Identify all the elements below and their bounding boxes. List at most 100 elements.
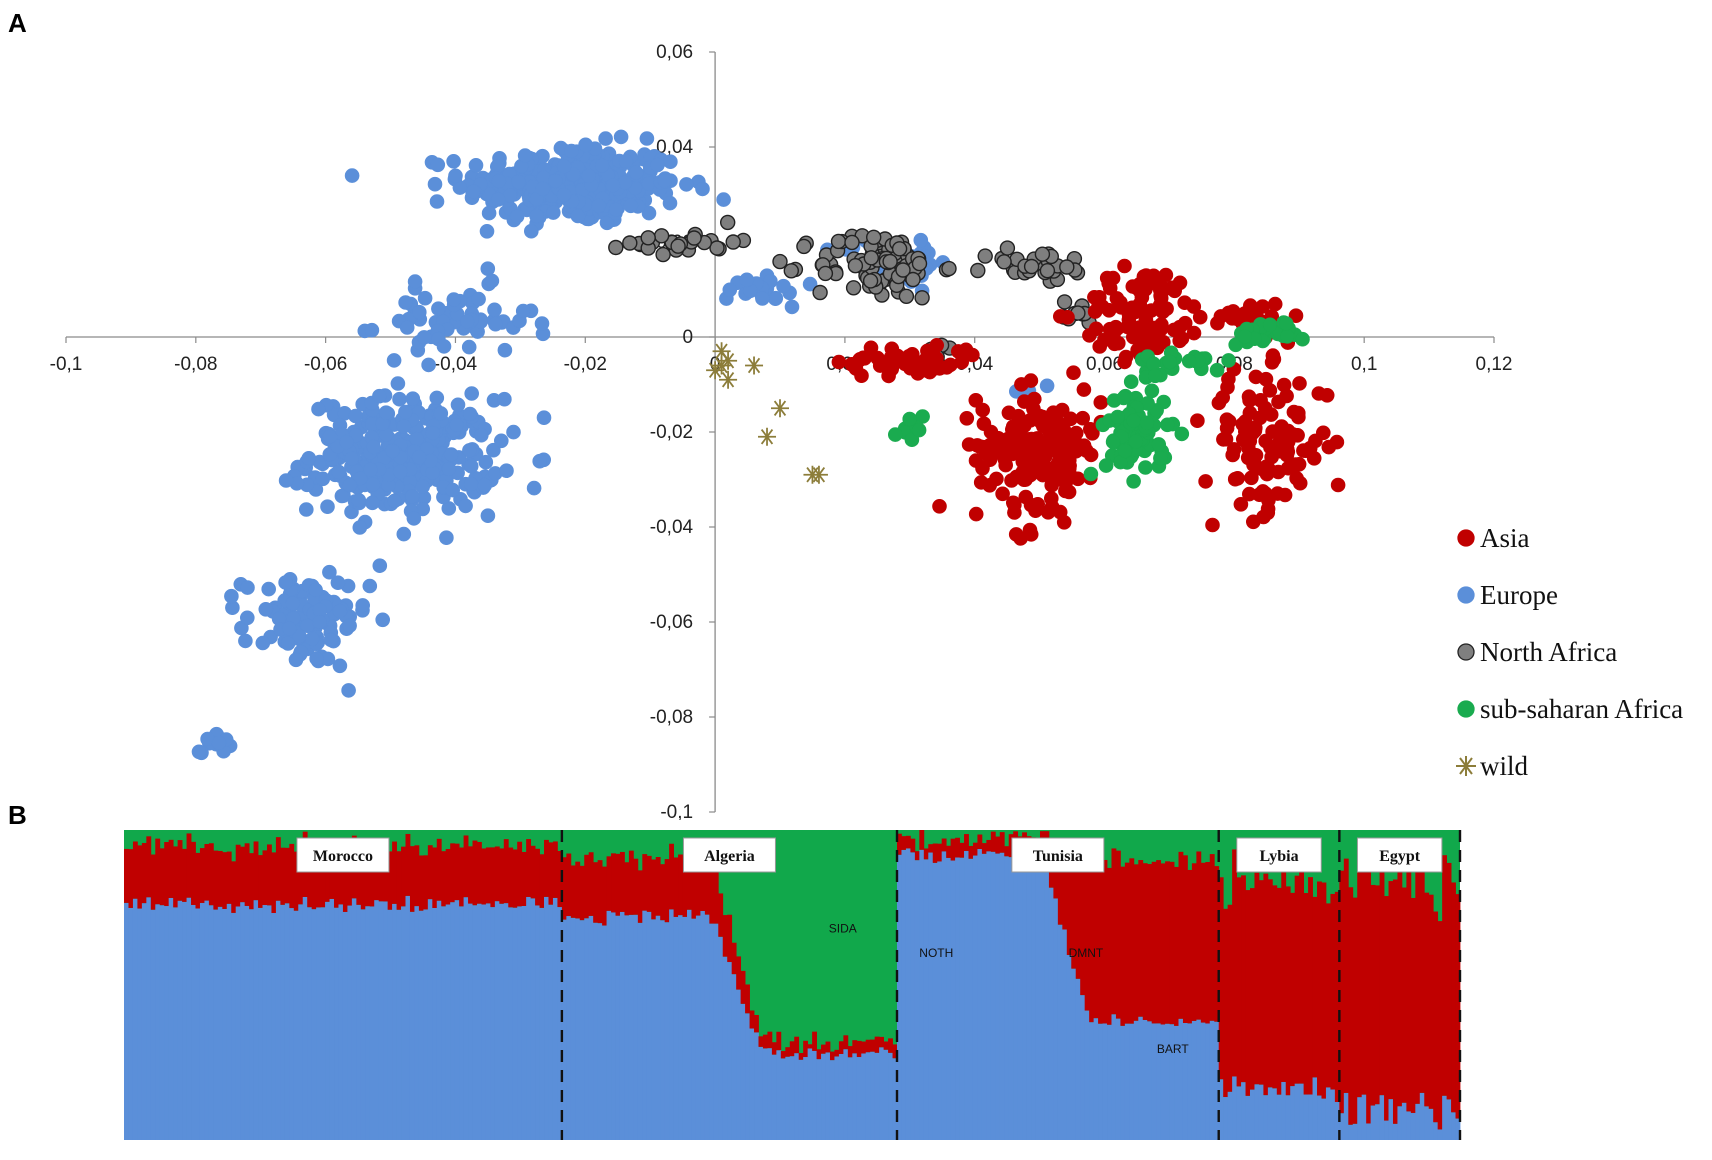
data-point: [436, 339, 452, 354]
data-point: [515, 303, 531, 319]
data-point: [608, 202, 624, 217]
data-point: [641, 205, 657, 221]
structure-bar-red: [1129, 858, 1135, 1024]
structure-bar-blue: [1424, 1106, 1430, 1140]
structure-bar-red: [838, 1041, 844, 1054]
data-point: [344, 168, 360, 183]
data-point: [598, 131, 613, 146]
data-point: [686, 230, 702, 246]
structure-bar-red: [173, 846, 179, 908]
data-point: [493, 433, 509, 449]
structure-bar-red: [1303, 893, 1309, 1095]
structure-bar-red: [1111, 848, 1117, 1015]
structure-bar-red: [490, 847, 496, 908]
structure-bar-blue: [182, 901, 187, 1140]
data-point: [390, 376, 406, 391]
data-point: [240, 610, 255, 626]
structure-bar-red: [182, 848, 187, 902]
country-label: Egypt: [1379, 848, 1421, 865]
data-point: [1092, 339, 1107, 354]
structure-bar-red: [1419, 870, 1425, 1093]
structure-bar-blue: [490, 907, 496, 1140]
structure-bar-blue: [342, 911, 348, 1140]
structure-bar-red: [1084, 852, 1090, 1011]
structure-bar-red: [852, 1040, 858, 1054]
structure-bar-red: [1232, 849, 1237, 1077]
structure-bar-red: [521, 851, 527, 906]
data-point: [548, 173, 563, 189]
data-point: [311, 401, 326, 417]
structure-bar-red: [1249, 888, 1255, 1090]
structure-bar-blue: [374, 900, 380, 1140]
data-point: [486, 442, 501, 458]
data-point: [847, 258, 864, 274]
structure-bar-blue: [503, 903, 509, 1140]
data-point: [488, 316, 503, 332]
data-point: [446, 154, 461, 169]
structure-bar-red: [883, 1041, 889, 1050]
data-point: [863, 250, 879, 266]
structure-bar-red: [1379, 872, 1385, 1096]
structure-bar-blue: [266, 905, 272, 1140]
structure-bar-blue: [722, 956, 728, 1140]
structure-bar-blue: [347, 905, 353, 1140]
structure-bar-red: [526, 839, 532, 897]
structure-bar-red: [535, 848, 540, 906]
structure-bar-blue: [307, 907, 313, 1140]
structure-bar-red: [1401, 887, 1407, 1103]
structure-bar-blue: [454, 900, 460, 1140]
structure-bar-red: [1294, 875, 1300, 1084]
structure-bar-blue: [1348, 1124, 1354, 1140]
structure-bar-red: [1317, 881, 1322, 1096]
structure-bar-red: [758, 1036, 764, 1047]
structure-bar-red: [1258, 880, 1264, 1085]
structure-bar-red: [736, 956, 742, 990]
structure-bar-red: [1281, 856, 1287, 1082]
structure-bar-blue: [695, 915, 701, 1140]
structure-bar-red: [664, 859, 670, 923]
data-point: [392, 464, 408, 480]
data-point: [407, 274, 423, 289]
structure-bar-red: [1330, 893, 1336, 1090]
structure-bar-red: [284, 847, 290, 904]
structure-bar-red: [968, 845, 974, 859]
data-point: [1172, 275, 1188, 291]
structure-bar-red: [767, 1031, 773, 1049]
data-point: [352, 520, 368, 535]
data-point: [301, 450, 317, 466]
structure-bar-blue: [1249, 1089, 1255, 1140]
structure-bar-blue: [1200, 1022, 1206, 1140]
data-point: [398, 404, 413, 420]
structure-bar-blue: [539, 907, 545, 1140]
data-point: [755, 291, 770, 306]
structure-bar-blue: [660, 920, 666, 1140]
structure-bar-red: [794, 1036, 800, 1054]
data-point: [564, 143, 579, 159]
structure-bar-blue: [1017, 852, 1023, 1140]
structure-bar-blue: [1294, 1083, 1300, 1140]
structure-bar-blue: [1093, 1018, 1099, 1140]
structure-bar-blue: [1089, 1022, 1095, 1140]
structure-bar-blue: [1196, 1019, 1202, 1140]
structure-bar-blue: [325, 901, 330, 1140]
data-point: [478, 454, 494, 470]
structure-bar-blue: [1182, 1023, 1188, 1140]
structure-bar-red: [1285, 886, 1291, 1096]
data-point: [844, 234, 860, 251]
data-point: [322, 429, 338, 444]
structure-bar-blue: [1107, 1024, 1112, 1140]
structure-bar-blue: [1053, 898, 1059, 1140]
structure-bar-blue: [1008, 857, 1014, 1140]
data-point: [866, 229, 882, 246]
structure-bar-blue: [977, 849, 983, 1140]
structure-bar-blue: [579, 920, 585, 1140]
structure-bar-blue: [727, 962, 733, 1140]
structure-bar-red: [258, 855, 263, 908]
structure-bar-red: [1223, 908, 1229, 1098]
structure-bar-red: [718, 893, 724, 937]
structure-bar-red: [1124, 862, 1130, 1024]
structure-bar-red: [1138, 860, 1144, 1017]
structure-bar-blue: [1075, 978, 1081, 1140]
structure-bar-blue: [249, 909, 254, 1140]
structure-bar-red: [1196, 851, 1202, 1020]
